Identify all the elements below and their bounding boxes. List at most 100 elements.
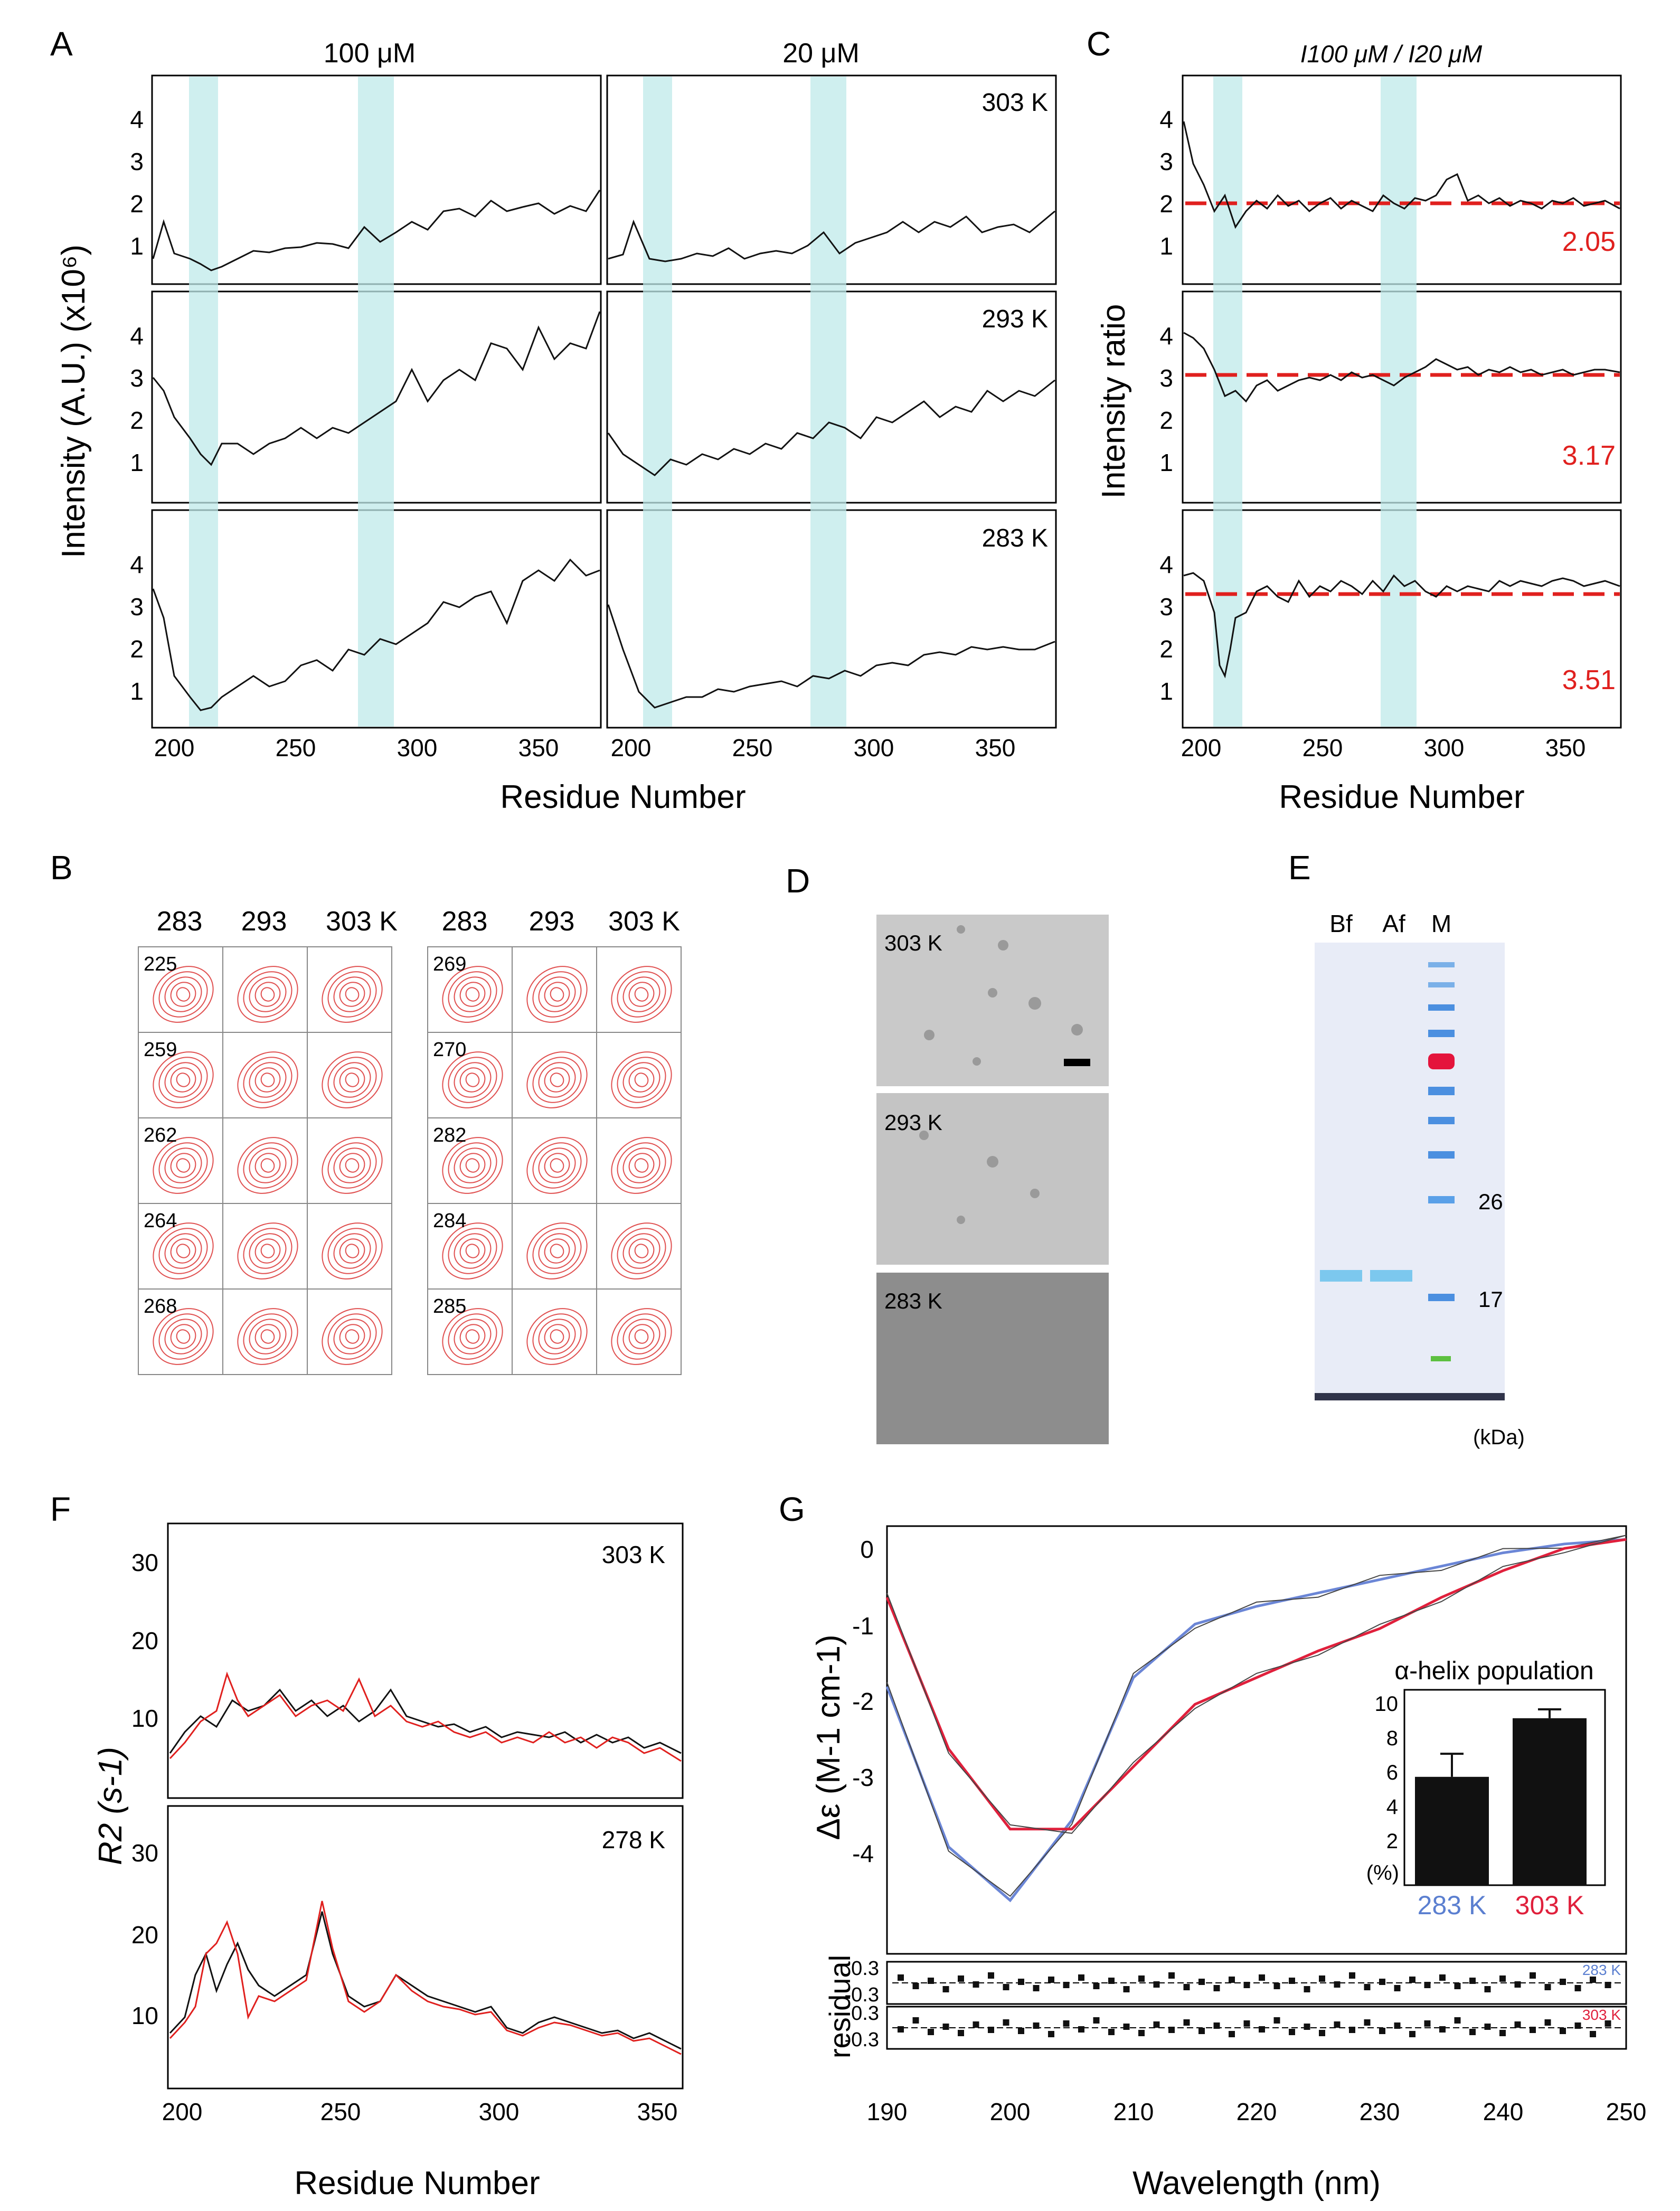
contour-line [158, 1313, 208, 1360]
contour-line [170, 1153, 196, 1178]
residue-label: 259 [144, 1039, 177, 1061]
contour-line [170, 1238, 196, 1264]
ytick: 4 [1159, 551, 1173, 578]
contour-line [260, 987, 275, 1002]
residual-mark [1560, 1979, 1566, 1985]
xtick: 200 [611, 734, 652, 761]
contour-line [158, 1057, 208, 1103]
residual-mark [1334, 2021, 1341, 2028]
panel-b-grid [138, 946, 682, 1375]
residual-mark [1304, 1986, 1310, 1992]
inset-bar-303-k [1513, 1718, 1587, 1885]
residual-mark [1409, 1977, 1415, 1983]
trace-a-20-303 [608, 210, 1055, 262]
panel-c-ratios: 2.05 3.17 3.51 [1562, 227, 1616, 695]
ytick: 3 [1159, 593, 1173, 620]
residual-mark [1319, 1975, 1325, 1982]
contour-line [322, 966, 383, 1023]
residual-mark [1605, 1982, 1611, 1988]
residual-mark [1048, 1977, 1054, 1983]
inset-ytick: 10 [1375, 1692, 1399, 1716]
panel-d-temps: 303 K 293 K 283 K [884, 930, 942, 1313]
residual-label: residual [823, 1955, 856, 2058]
residual-mark [1003, 2019, 1009, 2026]
residual-mark [1123, 2024, 1130, 2030]
xtick: 200 [1181, 734, 1222, 761]
contour-line [345, 1072, 360, 1087]
particle [924, 1030, 935, 1040]
contour-line [260, 1244, 275, 1258]
marker-26: 26 [1478, 1189, 1503, 1214]
micrograph-303 [876, 915, 1109, 1086]
residue-label: 225 [144, 953, 177, 975]
xtick: 350 [518, 734, 559, 761]
panel-letter-c: C [1087, 25, 1111, 63]
residual-mark [1093, 1983, 1100, 1989]
residual-mark [1499, 1975, 1506, 1982]
band [1428, 962, 1455, 967]
residue-label: 262 [144, 1124, 177, 1146]
contour-line [538, 1147, 576, 1183]
band [1428, 1030, 1455, 1037]
contour-line [448, 1142, 497, 1189]
panel-a-xticks: 200 250 300 350 200 250 300 350 [154, 734, 1016, 761]
contour-line [249, 1319, 287, 1354]
contour-line [345, 987, 360, 1002]
band [1428, 1117, 1455, 1124]
panel-d: 303 K 293 K 283 K [876, 915, 1109, 1444]
contour-line [442, 1051, 503, 1108]
contour-line [333, 1319, 371, 1354]
ytick: 1 [1159, 678, 1173, 705]
ytick: 2 [1159, 407, 1173, 434]
contour-line [345, 1329, 360, 1344]
xtick: 250 [1606, 2098, 1647, 2125]
contour-line [611, 1137, 672, 1194]
contour-line [442, 1222, 503, 1279]
xtick: 300 [854, 734, 894, 761]
contour-line [532, 1057, 582, 1103]
xtick: 200 [154, 734, 195, 761]
contour-line [617, 1228, 666, 1274]
marker-bands [1315, 962, 1505, 1400]
residual-mark [1063, 2020, 1070, 2027]
contour-line [327, 971, 377, 1018]
panel-f: 303 K 278 K R2 (s-1) Residue Number 30 2… [92, 1522, 684, 2201]
scale-bar [1064, 1059, 1090, 1066]
ytick: 4 [130, 551, 144, 578]
contour-line [459, 1067, 486, 1093]
residual-mark [1544, 1984, 1551, 1990]
particle [988, 988, 997, 998]
contour-line [243, 1142, 292, 1189]
temp-tag-283: 283 K [982, 524, 1048, 552]
contour-line [628, 1238, 655, 1264]
panel-e: Bf Af M 26 17 (kDa) [1315, 910, 1525, 1449]
contour-line [158, 1142, 208, 1189]
contour-line [170, 1324, 196, 1349]
panel-c: I100 μM / I20 μM Intensity ratio Residue… [1096, 40, 1622, 815]
residual-mark [1123, 1986, 1130, 1992]
residual-mark [898, 1974, 904, 1981]
contour-line [322, 1222, 383, 1279]
inset-yticks: 10 8 6 4 2 (%) [1366, 1692, 1399, 1885]
ytick: 3 [130, 148, 144, 175]
residual-mark [1183, 2019, 1190, 2026]
residual-mark [1289, 1978, 1295, 1984]
residue-label: 285 [433, 1295, 466, 1318]
col-title-20: 20 μM [782, 38, 860, 69]
residual-mark [1514, 2021, 1521, 2028]
contour-line [442, 1137, 503, 1194]
trace-a-100-303 [152, 190, 601, 271]
particle [1071, 1024, 1083, 1036]
residual-mark [1229, 1977, 1235, 1983]
panel-a-traces [152, 190, 1055, 711]
panel-f-traces [169, 1671, 682, 2055]
shade-a-2 [358, 77, 394, 727]
contour-line [153, 1222, 214, 1279]
res-tick: 0.3 [851, 2002, 879, 2025]
trace-a-100-293 [152, 311, 601, 466]
panel-c-yticks: 4 3 2 1 4 3 2 1 4 3 2 1 [1159, 106, 1173, 705]
residual-mark [1364, 1984, 1371, 1990]
contour-line [634, 987, 649, 1002]
inset-label-303: 303 K [1515, 1890, 1584, 1920]
inset-ytick: 2 [1386, 1830, 1398, 1853]
